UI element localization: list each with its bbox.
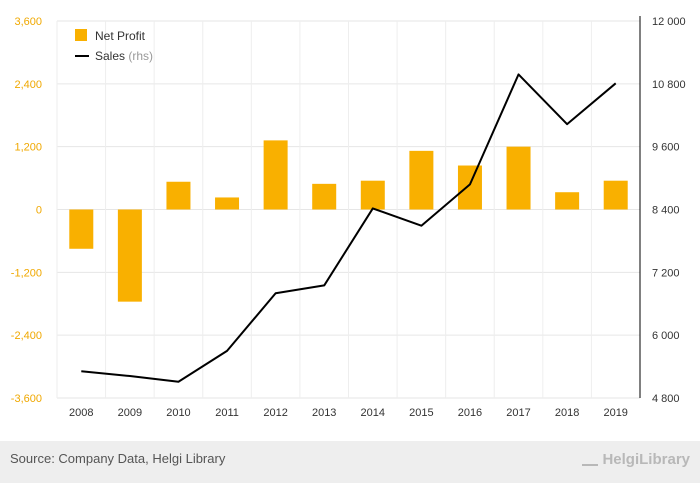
footer: Source: Company Data, Helgi Library Helg… <box>0 441 700 483</box>
bar-net-profit-2015 <box>409 150 434 210</box>
x-tick-label: 2010 <box>166 407 190 419</box>
x-tick-label: 2009 <box>118 407 142 419</box>
y-left-tick-label: 3,600 <box>14 16 42 28</box>
x-tick-label: 2018 <box>555 407 579 419</box>
bar-net-profit-2013 <box>312 183 337 210</box>
library-icon <box>582 450 599 466</box>
x-tick-label: 2012 <box>263 407 287 419</box>
y-left-tick-label: -1,200 <box>11 267 42 279</box>
brand-name: HelgiLibrary <box>602 451 690 468</box>
bar-net-profit-2008 <box>69 209 94 249</box>
source-note: Source: Company Data, Helgi Library <box>10 451 226 466</box>
y-left-tick-label: -2,400 <box>11 330 42 342</box>
legend-swatch-net-profit <box>75 29 87 41</box>
x-tick-label: 2013 <box>312 407 336 419</box>
line-sales <box>81 73 617 383</box>
y-left-tick-label: 0 <box>36 205 42 217</box>
bar-net-profit-2014 <box>360 180 385 210</box>
y-right-tick-label: 9 600 <box>652 142 680 154</box>
x-tick-label: 2017 <box>506 407 530 419</box>
x-tick-label: 2008 <box>69 407 93 419</box>
bar-net-profit-2011 <box>215 197 240 210</box>
x-tick-label: 2011 <box>215 407 239 419</box>
legend: Net Profit Sales (rhs) <box>75 29 153 63</box>
bar-net-profit-2010 <box>166 181 191 210</box>
bar-net-profit-2012 <box>263 140 288 210</box>
chart: 3,600 2,400 1,200 0 -1,200 -2,400 -3,600 12 000… <box>11 16 686 419</box>
bar-net-profit-2019 <box>603 180 628 210</box>
y-left-tick-label: 1,200 <box>14 142 42 154</box>
x-tick-label: 2019 <box>603 407 627 419</box>
brand-logo: HelgiLibrary <box>582 450 690 468</box>
x-tick-label: 2014 <box>361 407 385 419</box>
y-left-tick-label: -3,600 <box>11 393 42 405</box>
y-left-tick-label: 2,400 <box>14 79 42 91</box>
legend-label-net-profit: Net Profit <box>95 29 146 43</box>
x-tick-label: 2016 <box>458 407 482 419</box>
bar-net-profit-2016 <box>457 165 482 210</box>
y-right-tick-label: 8 400 <box>652 205 680 217</box>
y-right-tick-label: 12 000 <box>652 16 686 28</box>
bar-net-profit-2017 <box>506 146 531 210</box>
y-right-tick-label: 10 800 <box>652 79 686 91</box>
x-tick-label: 2015 <box>409 407 433 419</box>
bar-net-profit-2009 <box>117 209 142 302</box>
bar-net-profit-2018 <box>555 192 580 210</box>
y-right-tick-label: 6 000 <box>652 330 680 342</box>
legend-label-sales: Sales (rhs) <box>95 49 153 63</box>
y-right-tick-label: 7 200 <box>652 267 680 279</box>
y-right-tick-label: 4 800 <box>652 393 680 405</box>
